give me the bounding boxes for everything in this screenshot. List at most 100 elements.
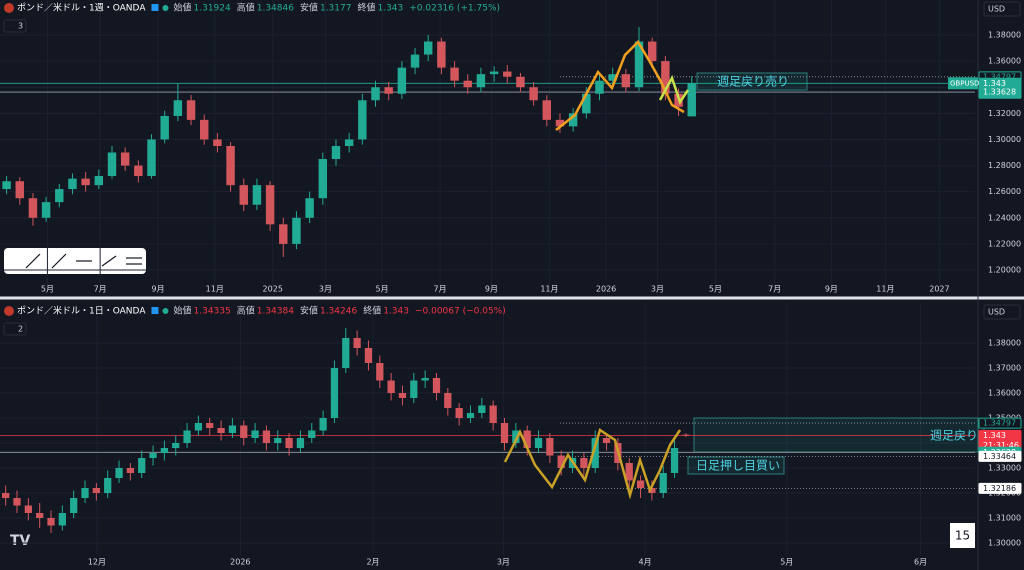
drawing-toolbar[interactable]	[4, 248, 146, 274]
candle-body	[279, 224, 288, 244]
y-tick-label: 1.28000	[988, 161, 1021, 170]
symbol-flag	[4, 306, 14, 316]
candle-body	[342, 338, 350, 368]
candle-body	[344, 139, 354, 146]
currency-box[interactable]	[983, 304, 1021, 320]
ohlc-label: 高値	[237, 2, 255, 14]
candle-body	[595, 80, 604, 94]
price-label: 1.32186	[983, 484, 1016, 493]
x-tick-label: 7月	[768, 285, 781, 294]
candle-body	[557, 455, 565, 468]
candle-body	[2, 493, 10, 498]
annotation-box	[696, 72, 808, 91]
y-tick-label: 1.38000	[988, 30, 1021, 39]
y-tick-label: 1.31000	[988, 514, 1021, 523]
x-tick-label: 2025	[263, 285, 283, 294]
candle-body	[625, 463, 633, 481]
ohlc-label: 終値	[363, 305, 381, 317]
price-label: 1.34797	[983, 72, 1016, 81]
candle-body	[476, 74, 486, 88]
candle-body	[41, 202, 51, 218]
candle-body	[240, 425, 248, 438]
y-tick-label: 1.22000	[988, 239, 1021, 248]
currency[interactable]: USD	[988, 5, 1005, 14]
price-label-box	[978, 482, 1022, 494]
candle-body	[134, 165, 143, 177]
candle-body	[542, 100, 552, 120]
tool-icon[interactable]	[25, 253, 41, 269]
candle-body	[285, 438, 293, 448]
candle-body	[523, 430, 531, 448]
x-tick-label: 3月	[319, 285, 332, 294]
ohlc-value: 1.343	[377, 4, 403, 14]
candle-body	[213, 139, 222, 146]
candle-body	[226, 145, 235, 186]
candle-body	[81, 178, 90, 186]
candle-body	[217, 428, 225, 433]
candle-body	[194, 423, 203, 431]
x-tick-label: 2026	[596, 285, 616, 294]
ohlc-label: 高値	[237, 305, 255, 317]
price-label: 1.343	[983, 79, 1006, 88]
candle-body	[444, 393, 452, 408]
x-tick-label: 5月	[709, 285, 722, 294]
candle-body	[186, 100, 196, 120]
currency[interactable]: USD	[988, 308, 1005, 317]
tool-icon[interactable]	[101, 255, 117, 267]
interval-badge[interactable]: 2	[18, 325, 23, 334]
y-tick-label: 1.20000	[988, 266, 1021, 275]
ohlc-label: 始値	[173, 305, 191, 317]
change: +0.02316 (+1.75%)	[409, 4, 500, 14]
interval-toggle[interactable]	[3, 19, 27, 33]
candle-body	[160, 115, 169, 140]
y-tick-label: 1.37000	[988, 364, 1021, 373]
candle-body	[534, 438, 543, 448]
tool-icon[interactable]	[51, 253, 67, 269]
candle-body	[384, 87, 393, 94]
candle-body	[423, 41, 433, 55]
logo[interactable]: TV	[10, 533, 31, 549]
candle-body	[661, 61, 670, 94]
ohlc-label: 終値	[357, 2, 375, 14]
candle-body	[512, 430, 520, 443]
y-tick-label: 1.36000	[988, 389, 1021, 398]
candle-body	[68, 178, 77, 190]
candle-body	[478, 405, 486, 413]
interval-badge[interactable]: 3	[18, 22, 23, 31]
candle-body	[274, 438, 282, 443]
market-status	[162, 5, 169, 11]
y-tick-label: 1.24000	[988, 213, 1021, 222]
candle-body	[92, 488, 100, 493]
x-tick-label: 11月	[206, 285, 224, 294]
symbol-title: ポンド／米ドル・1週・OANDA	[17, 2, 146, 14]
price-label-box	[978, 417, 1022, 429]
currency-box[interactable]	[983, 1, 1021, 17]
x-tick-label: 2027	[929, 285, 949, 294]
market-status	[162, 308, 169, 314]
candle-body	[94, 176, 104, 186]
annotation-text: 週足戻り売り	[717, 74, 789, 89]
candle-body	[318, 159, 328, 199]
candle-body	[126, 468, 135, 473]
candle-body	[397, 67, 407, 94]
x-tick-label: 9月	[485, 285, 498, 294]
candle-body	[450, 67, 459, 81]
candle-body	[659, 473, 667, 493]
y-tick-label: 1.36000	[988, 57, 1021, 66]
x-tick-label: 5月	[41, 285, 54, 294]
annotation-box	[687, 456, 785, 475]
candle-body	[682, 434, 690, 436]
symbol-title: ポンド／米ドル・1日・OANDA	[17, 305, 146, 317]
candle-body	[2, 181, 11, 190]
candle-body	[489, 71, 499, 75]
interval-toggle[interactable]	[3, 322, 27, 336]
candle-body	[28, 198, 38, 218]
candle-body	[358, 100, 367, 140]
x-tick-label: 11月	[876, 285, 894, 294]
candle-body	[173, 100, 183, 116]
symbol-flag	[4, 3, 14, 13]
candle-body	[529, 87, 538, 101]
candle-body	[634, 41, 644, 88]
symbol-label: GBPUSD	[950, 79, 979, 87]
